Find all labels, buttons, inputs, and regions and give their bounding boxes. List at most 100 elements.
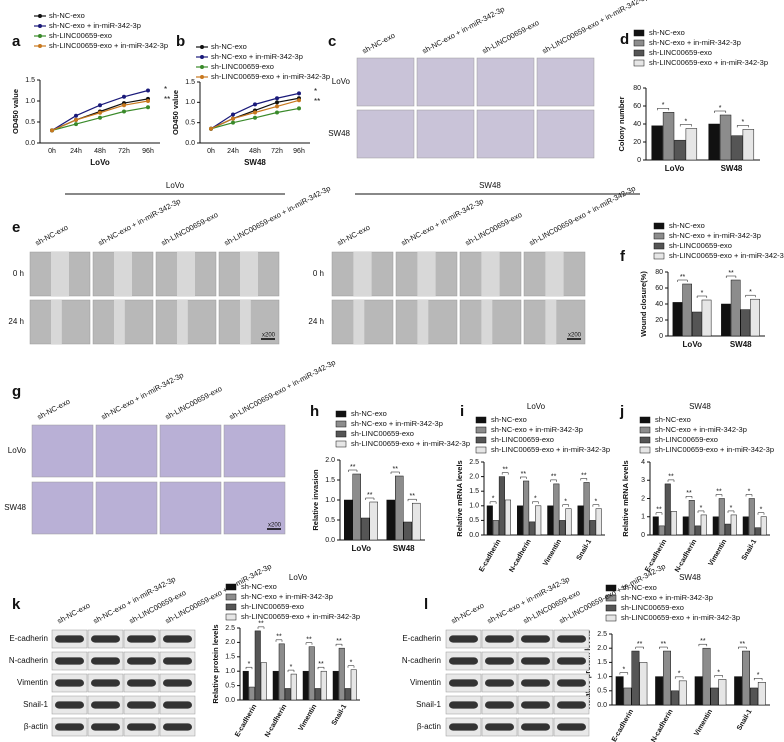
significance-bracket <box>674 676 684 679</box>
legend-swatch <box>475 426 487 434</box>
bar <box>344 688 351 701</box>
bar <box>742 516 749 536</box>
bar <box>278 643 285 701</box>
chart-title: LoVo <box>527 402 546 411</box>
significance: * <box>595 499 598 506</box>
significance-bracket <box>520 476 527 479</box>
y-tick-label: 0 <box>641 532 645 539</box>
significance: ** <box>637 641 643 648</box>
panel-letter: b <box>176 33 185 50</box>
x-tick-label: 96h <box>142 148 154 155</box>
legend-swatch <box>633 29 645 37</box>
blot-band <box>55 635 84 643</box>
point <box>146 99 150 103</box>
row-label: N-cadherin <box>9 656 48 665</box>
x-tick-label: 0h <box>48 148 56 155</box>
legend-label: sh-LINC00659-exo + in-miR-342-3p <box>49 41 168 50</box>
bar <box>742 650 750 706</box>
y-tick-label: 0.5 <box>325 517 335 524</box>
significance: * <box>760 507 763 514</box>
bar <box>361 517 370 541</box>
blot-band <box>449 723 478 731</box>
legend-swatch <box>633 39 645 47</box>
significance: * <box>622 666 625 673</box>
bar <box>718 498 725 536</box>
blot-band <box>127 657 156 665</box>
bar <box>719 114 732 161</box>
row-label: LoVo <box>332 77 351 86</box>
legend-swatch <box>653 232 665 240</box>
blot-band <box>485 657 514 665</box>
y-axis-label: Relative mRNA levels <box>621 460 630 536</box>
significance: ** <box>656 507 662 514</box>
significance: * <box>350 660 353 667</box>
blot-band <box>91 723 120 731</box>
legend-label: sh-NC-exo + in-miR-342-3p <box>351 419 443 428</box>
x-tick-label: SW48 <box>721 164 743 173</box>
significance: ** <box>410 493 416 500</box>
significance-bracket <box>635 646 644 650</box>
blot-band <box>163 657 192 665</box>
image-cell <box>356 57 415 107</box>
point <box>253 110 257 115</box>
point <box>74 117 78 122</box>
blot-band <box>449 679 478 687</box>
significance: ** <box>314 97 320 106</box>
legend-label: sh-NC-exo + in-miR-342-3p <box>649 38 741 47</box>
bar <box>754 527 761 536</box>
scale-label: x200 <box>262 333 276 339</box>
significance-bracket <box>348 469 358 472</box>
x-tick-label: 48h <box>94 148 106 155</box>
significance-bracket <box>757 512 765 515</box>
y-tick-label: 1.5 <box>597 659 607 666</box>
x-tick-label: 72h <box>118 148 130 155</box>
legend-swatch <box>639 416 651 424</box>
point <box>253 115 257 120</box>
bar <box>403 521 412 541</box>
bar <box>559 520 566 536</box>
significance-bracket <box>655 512 663 515</box>
legend-swatch <box>225 583 237 591</box>
y-tick-label: 4 <box>641 459 645 466</box>
bar <box>692 311 702 337</box>
legend-swatch <box>633 49 645 57</box>
significance-bracket <box>677 279 688 282</box>
x-tick-label: 0h <box>207 148 215 155</box>
legend-label: sh-NC-exo <box>655 415 691 424</box>
bar <box>260 662 267 701</box>
y-tick-label: 0 <box>637 157 641 164</box>
point <box>297 98 301 103</box>
y-tick-label: 2.5 <box>469 459 479 466</box>
significance: ** <box>740 641 746 648</box>
point <box>275 110 279 115</box>
chart-title: SW48 <box>679 573 701 582</box>
significance: ** <box>367 492 373 499</box>
wound-gap <box>417 252 436 296</box>
bar <box>694 525 701 536</box>
legend-label: sh-LINC00659-exo <box>241 602 304 611</box>
blot-band <box>557 657 586 665</box>
x-tick-label: LoVo <box>683 340 703 349</box>
legend-swatch <box>335 430 347 438</box>
legend-label: sh-NC-exo <box>351 409 387 418</box>
bar <box>517 505 524 536</box>
significance: * <box>701 290 704 297</box>
y-tick-label: 1.5 <box>225 654 235 661</box>
significance-bracket <box>532 501 539 504</box>
bar <box>486 505 493 536</box>
bar <box>553 483 560 536</box>
y-tick-label: 0.5 <box>25 119 35 126</box>
significance-bracket <box>257 626 265 629</box>
y-tick-label: 1.5 <box>469 488 479 495</box>
significance-bracket <box>562 504 569 507</box>
blot-band <box>449 657 478 665</box>
wound-gap <box>481 252 500 296</box>
legend-label: sh-LINC00659-exo + in-miR-342-3p <box>491 445 610 454</box>
x-tick-label: 24h <box>70 148 82 155</box>
panel-letter: d <box>620 31 629 48</box>
legend-label: sh-NC-exo + in-miR-342-3p <box>669 231 761 240</box>
image-cell <box>476 57 535 107</box>
legend-swatch <box>475 416 487 424</box>
bar <box>631 650 640 706</box>
significance-bracket <box>347 665 355 668</box>
